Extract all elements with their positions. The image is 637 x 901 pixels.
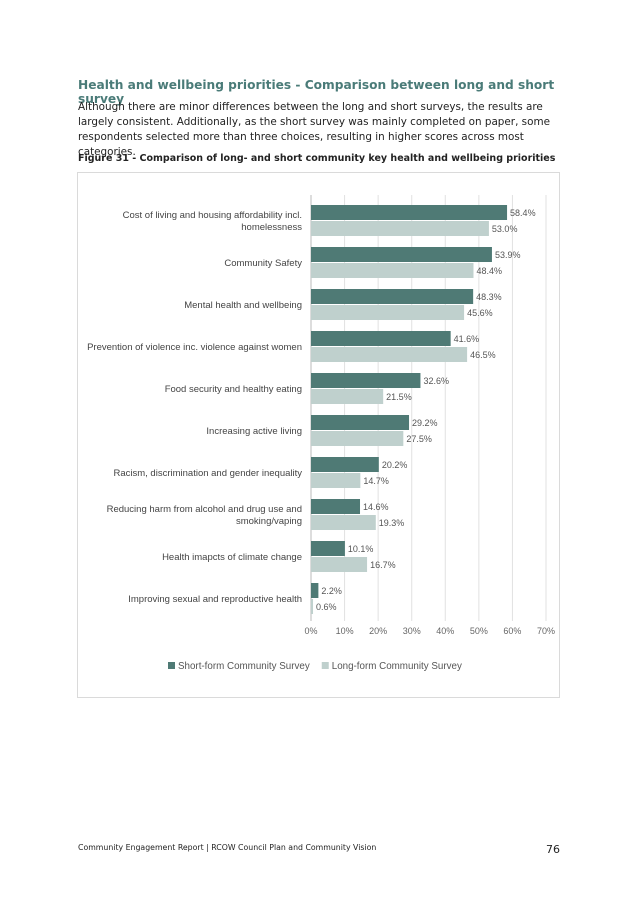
bar [311,499,361,514]
page-number: 76 [546,843,560,856]
bar [311,347,468,362]
category-label: smoking/vaping [236,516,302,527]
category-label: homelessness [241,222,302,233]
data-label: 53.9% [495,250,521,260]
category-label: Prevention of violence inc. violence aga… [87,342,302,353]
figure-caption: Figure 31 - Comparison of long- and shor… [78,153,556,164]
data-label: 29.2% [412,418,438,428]
x-tick-label: 50% [470,626,488,636]
bar [311,599,314,614]
category-label: Racism, discrimination and gender inequa… [113,468,302,479]
data-label: 27.5% [406,434,432,444]
category-label: Cost of living and housing affordability… [123,210,302,221]
section-heading: Health and wellbeing priorities - Compar… [78,78,555,106]
bar [311,541,345,556]
labels: 0% 10% 20% 30% 40% 50% 60% 70% 58.4% 53.0% Cost of… [87,208,555,636]
data-label: 2.2% [321,586,342,596]
data-label: 58.4% [510,208,536,218]
data-label: 10.1% [348,544,374,554]
bar [311,373,421,388]
bar [311,583,319,598]
chart-frame: 0% 10% 20% 30% 40% 50% 60% 70% 58.4% 53.0% Cost of… [77,172,560,698]
category-label: Reducing harm from alcohol and drug use … [107,504,302,515]
x-tick-label: 70% [537,626,555,636]
intro-paragraph: Although there are minor differences bet… [78,101,550,158]
bar [311,473,361,488]
bars [311,205,508,614]
x-tick-label: 30% [403,626,421,636]
bar-chart: 0% 10% 20% 30% 40% 50% 60% 70% 58.4% 53.0% Cost of… [87,195,555,672]
data-label: 48.4% [476,266,502,276]
category-label: Improving sexual and reproductive health [128,594,302,605]
data-label: 32.6% [423,376,449,386]
bar [311,263,474,278]
bar [311,331,451,346]
x-tick-label: 60% [503,626,521,636]
legend: Short-form Community Survey Long-form Com… [168,661,462,672]
legend-swatch [321,662,329,669]
category-label: Mental health and wellbeing [184,300,302,311]
bar [311,305,465,320]
bar [311,289,474,304]
data-label: 41.6% [454,334,480,344]
bar [311,205,508,220]
data-label: 53.0% [492,224,518,234]
bar [311,247,492,262]
category-label: Health imapcts of climate change [162,552,302,563]
legend-label: Long-form Community Survey [332,661,462,672]
bar [311,221,489,236]
category-label: Increasing active living [206,426,302,437]
x-tick-label: 10% [336,626,354,636]
data-label: 14.7% [363,476,389,486]
bar [311,389,384,404]
bar [311,415,410,430]
data-label: 16.7% [370,560,396,570]
legend-label: Short-form Community Survey [178,661,310,672]
data-label: 19.3% [379,518,405,528]
footer-text: Community Engagement Report | RCOW Counc… [78,843,377,852]
category-label: Community Safety [224,258,302,269]
data-label: 48.3% [476,292,502,302]
legend-swatch [168,662,175,669]
data-label: 14.6% [363,502,389,512]
category-label: Food security and healthy eating [165,384,302,395]
bar [311,557,368,572]
x-tick-label: 40% [436,626,454,636]
data-label: 46.5% [470,350,496,360]
x-tick-label: 0% [304,626,317,636]
data-label: 45.6% [467,308,493,318]
data-label: 0.6% [316,602,337,612]
x-tick-label: 20% [369,626,387,636]
bar [311,457,379,472]
bar [311,515,376,530]
bar [311,431,404,446]
data-label: 20.2% [382,460,408,470]
data-label: 21.5% [386,392,412,402]
